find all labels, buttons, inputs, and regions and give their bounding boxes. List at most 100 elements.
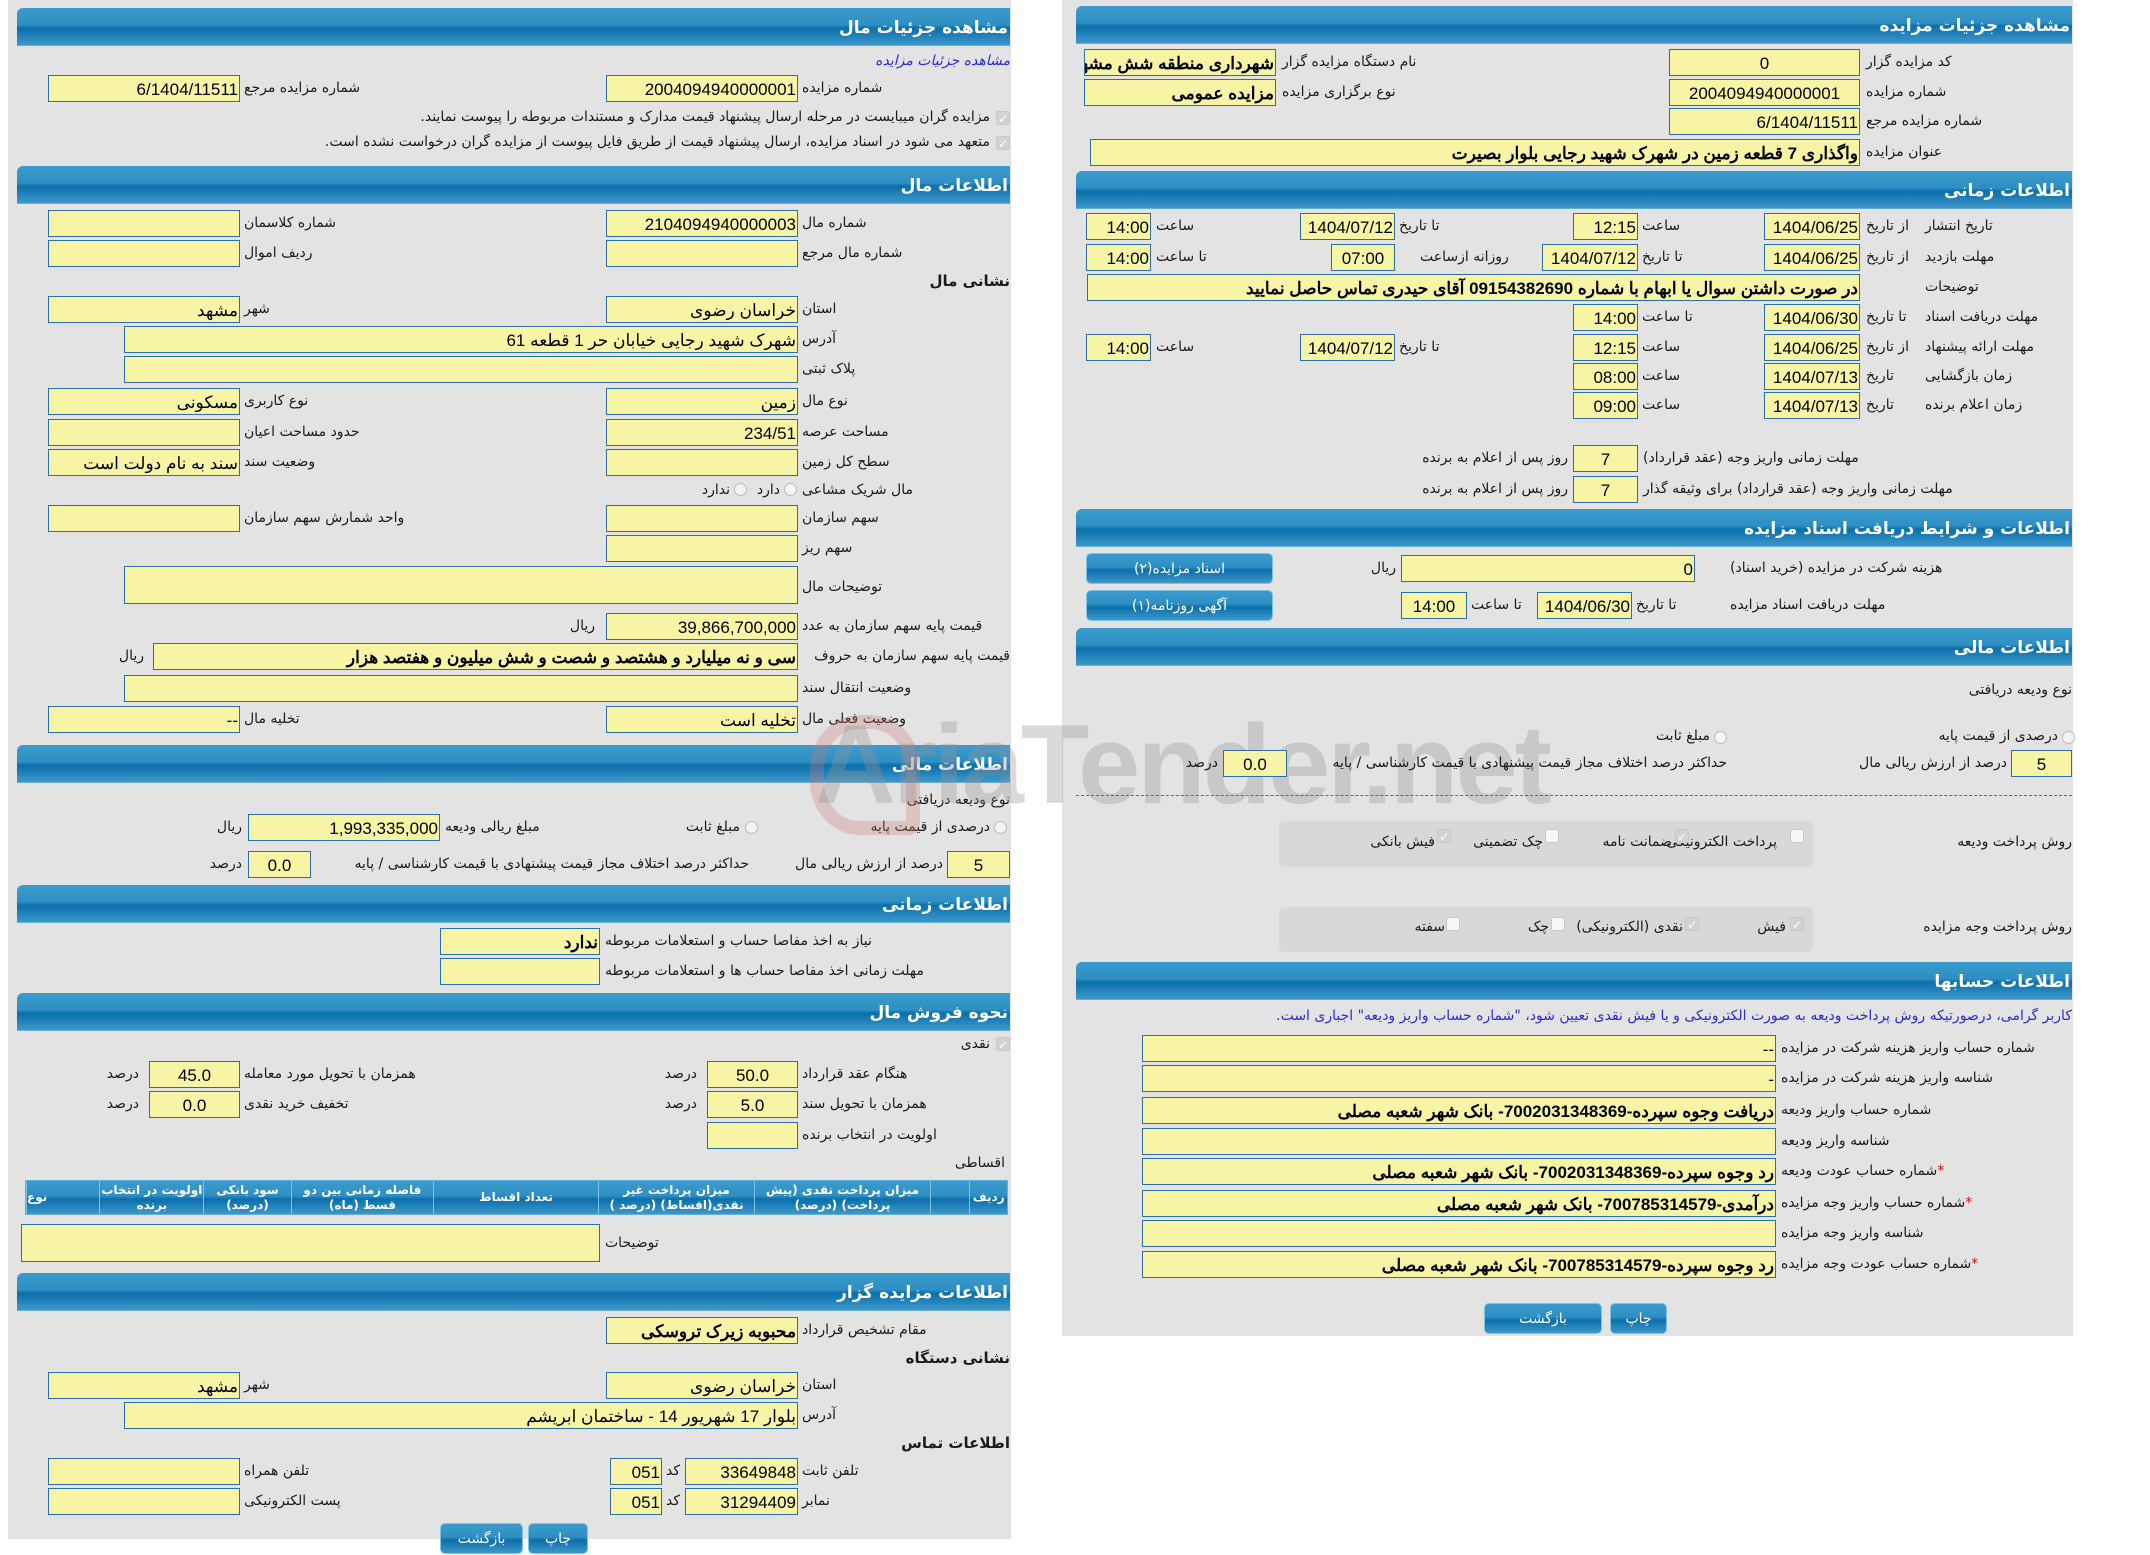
check-checkbox[interactable]: [1551, 917, 1565, 931]
org-province-field: خراسان رضوی: [606, 1372, 798, 1399]
auction-number-label: شماره مزایده: [1866, 84, 1947, 100]
max-difference-field: 0.0: [1223, 750, 1287, 777]
payment-days-label: مهلت زمانی واریز وجه (عقد قرارداد): [1643, 450, 1859, 466]
account-field: دریافت وجوه سپرده-7002031348369- بانک شه…: [1142, 1097, 1776, 1124]
no-file-offer-text: متعهد می شود در اسناد مزایده، ارسال پیشن…: [324, 134, 990, 150]
offer-to-time-field: 14:00: [1086, 334, 1151, 361]
promissory-note-checkbox[interactable]: [1446, 917, 1460, 931]
land-area-field: 234/51: [606, 419, 798, 446]
checkbox-no-file-offer[interactable]: ✓: [996, 136, 1010, 151]
item-type-field: زمین: [606, 388, 798, 415]
column-header: [929, 1181, 970, 1214]
electronic-payment-label: پرداخت الکترونیکی: [1666, 834, 1777, 850]
check-label: چک: [1527, 919, 1549, 935]
total-land-field: [606, 449, 798, 476]
percent-of-base-label: درصدی از قیمت پایه: [1938, 728, 2058, 744]
auction-number-label: شماره مزایده: [802, 80, 883, 96]
bank-slip-checkbox[interactable]: ✓: [1437, 829, 1451, 844]
column-header: تعداد اقساط: [433, 1181, 597, 1214]
visit-to-date-field: 1404/07/12: [1542, 244, 1638, 271]
guarantor-payment-days-field: 7: [1573, 476, 1638, 503]
timing-notes-label: توضیحات: [1925, 279, 1979, 295]
account-field: [1142, 1220, 1776, 1247]
to-hour-label: تا ساعت: [1642, 309, 1693, 325]
percent-value-field: 5: [947, 851, 1010, 878]
deposit-method-label: روش پرداخت ودیعه: [1957, 834, 2072, 850]
auction-details-link[interactable]: مشاهده جزئیات مزایده: [875, 53, 1010, 69]
checkbox-attach-documents[interactable]: ✓: [996, 111, 1010, 126]
auction-documents-button[interactable]: اسناد مزایده(۲): [1086, 553, 1273, 584]
phone-code-field: 051: [610, 1458, 662, 1485]
land-area-label: مساحت عرصه: [802, 424, 889, 440]
fax-field: 31294409: [685, 1488, 798, 1515]
account-field: --: [1142, 1035, 1776, 1062]
org-code-field: 0: [1669, 49, 1860, 76]
auction-kind-label: نوع برگزاری مزایده: [1282, 84, 1396, 100]
item-number-field: 2104094940000003: [606, 210, 798, 237]
to-date-label: تا تاریخ: [1866, 309, 1907, 325]
org-share-label: سهم سازمان: [802, 510, 879, 526]
bank-slip-label: فیش بانکی: [1370, 834, 1435, 850]
item-description-label: توضیحات مال: [802, 579, 883, 595]
org-name-field: شهرداری منطقه شش مشهد: [1084, 49, 1276, 76]
percent-of-base-radio[interactable]: [994, 821, 1007, 834]
offer-from-time-field: 12:15: [1573, 334, 1638, 361]
auction-reference-label: شماره مزایده مرجع: [1866, 113, 1983, 129]
cash-checkbox[interactable]: ✓: [996, 1037, 1010, 1052]
slip-checkbox[interactable]: ✓: [1790, 917, 1804, 932]
opening-date-field: 1404/07/13: [1764, 363, 1860, 390]
publish-to-time-field: 14:00: [1086, 213, 1151, 240]
deed-status-field: سند به نام دولت است: [48, 449, 240, 476]
deed-delivery-percent-label: همزمان با تحویل سند: [802, 1096, 927, 1112]
fixed-amount-radio[interactable]: [1714, 731, 1727, 744]
newspaper-ad-button[interactable]: آگهی روزنامه(۱): [1086, 590, 1273, 621]
back-button[interactable]: بازگشت: [1484, 1303, 1602, 1334]
cash-electronic-checkbox[interactable]: ✓: [1685, 917, 1699, 932]
org-city-field: مشهد: [48, 1372, 240, 1399]
print-button[interactable]: چاپ: [1610, 1303, 1667, 1334]
deposit-type-label: نوع ودیعه دریافتی: [1968, 682, 2072, 698]
certified-check-checkbox[interactable]: [1545, 829, 1559, 843]
fax-code-field: 051: [610, 1488, 662, 1515]
shared-no-label: ندارد: [701, 482, 730, 498]
auction-title-label: عنوان مزایده: [1866, 144, 1943, 160]
percent-value-label: درصد از ارزش ریالی مال: [1859, 755, 2007, 771]
guarantee-letter-checkbox[interactable]: ✓: [1675, 829, 1689, 844]
registration-plate-field: [124, 356, 798, 383]
org-province-label: استان: [802, 1377, 837, 1393]
shared-no-radio[interactable]: [734, 483, 747, 496]
building-area-label: حدود مساحت اعیان: [244, 424, 360, 440]
documents-deadline-label: مهلت دریافت اسناد مزایده: [1730, 597, 1886, 613]
installment-label: اقساطی: [954, 1155, 1005, 1171]
shared-ownership-label: مال شریک مشاعی: [802, 482, 913, 498]
asset-row-label: ردیف اموال: [244, 245, 313, 261]
publish-to-date-field: 1404/07/12: [1300, 213, 1395, 240]
column-header: فاصله زمانی بین دو قسط (ماه): [290, 1181, 434, 1214]
hour-label: ساعت: [1156, 339, 1195, 355]
hour-label: ساعت: [1156, 218, 1195, 234]
electronic-payment-checkbox[interactable]: [1790, 829, 1804, 843]
org-name-label: نام دستگاه مزایده گزار: [1282, 54, 1417, 70]
fixed-amount-radio[interactable]: [745, 821, 758, 834]
percent-of-base-radio[interactable]: [2062, 731, 2075, 744]
winner-priority-field: [707, 1122, 798, 1149]
participation-fee-label: هزینه شرکت در مزایده (خرید اسناد): [1730, 560, 1943, 576]
payment-days-field: 7: [1573, 445, 1638, 472]
share-unit-label: واحد شمارش سهم سازمان: [244, 510, 405, 526]
cash-discount-field: 0.0: [149, 1091, 240, 1118]
building-area-field: [48, 419, 240, 446]
column-header: میزان پرداخت غیر نقدی(اقساط) (درصد ): [597, 1181, 755, 1214]
percent-value-field: 5: [2011, 750, 2072, 777]
promissory-note-label: سفته: [1414, 919, 1445, 935]
settlement-field: ندارد: [440, 928, 600, 955]
shared-yes-radio[interactable]: [784, 483, 797, 496]
winner-priority-label: اولویت در انتخاب برنده: [802, 1127, 937, 1143]
auction-kind-field: مزایده عمومی: [1084, 79, 1276, 106]
opening-hour-field: 08:00: [1573, 363, 1638, 390]
column-header: میزان پرداخت نقدی (پیش پرداخت) (درصد): [754, 1181, 929, 1214]
settlement-deadline-label: مهلت زمانی اخذ مفاصا حساب ها و استعلامات…: [605, 963, 924, 979]
address-label: آدرس: [802, 331, 836, 347]
section-header-timing: اطلاعات زمانی: [17, 885, 1010, 923]
org-share-field: [606, 505, 798, 532]
days-after-label: روز پس از اعلام به برنده: [1422, 450, 1568, 466]
